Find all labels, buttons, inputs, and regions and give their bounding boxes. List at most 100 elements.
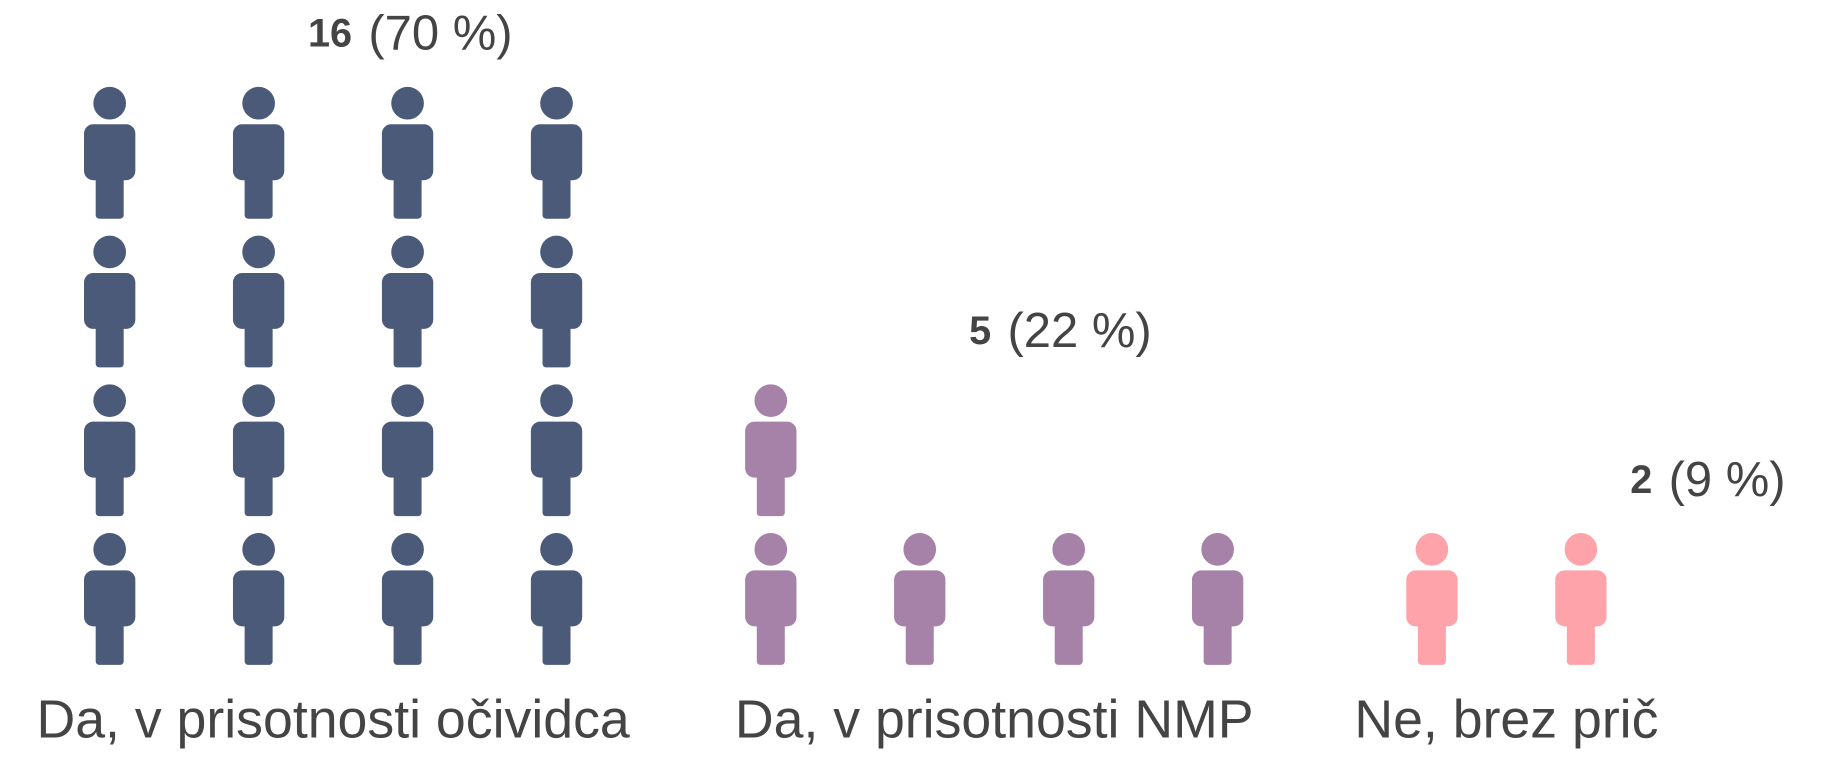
icon-body [232,421,285,478]
icon-head [754,533,788,566]
icon-legs [393,317,422,368]
icon-legs [393,168,422,219]
icon-group [1406,533,1607,665]
person-icon [1406,533,1458,665]
icon-legs [1417,614,1446,665]
person-icon [530,86,583,219]
icon-body [381,272,434,329]
icon-legs [393,465,422,517]
icon-body [232,124,285,181]
person-icon [894,533,946,665]
icon-body [381,421,434,478]
icon-head [754,384,788,417]
category-label: Da, v prisotnosti očividca [36,689,629,749]
icon-legs [95,465,124,517]
icon-legs [542,317,571,368]
icon-legs [542,465,571,517]
icon-body [381,570,434,627]
icon-legs [244,465,273,517]
icon-legs [1054,614,1083,665]
value-label: 16 (70 %) [308,7,513,61]
icon-head [903,533,937,566]
person-icon [84,533,136,665]
person-icon [232,384,285,517]
category-label: Ne, brez prič [1354,689,1658,749]
icon-head [242,86,275,120]
icon-legs [244,614,273,665]
icon-body [1043,570,1095,627]
icon-legs [1203,614,1232,665]
person-icon [745,384,797,517]
icon-head [1052,533,1086,566]
icon-legs [542,168,571,219]
icon-legs [393,614,422,665]
icon-head [93,533,127,566]
icon-body [530,124,583,181]
icon-legs [95,168,124,219]
value-count: 5 [969,310,991,354]
icon-head [391,235,424,269]
value-label: 2 (9 %) [1630,453,1785,507]
person-icon [381,533,434,665]
icon-head [540,86,573,120]
icon-legs [756,465,785,517]
icon-legs [1566,614,1595,665]
icon-head [93,86,127,120]
person-icon [84,235,136,368]
icon-legs [542,614,571,665]
icon-body [381,124,434,181]
person-icon [530,533,583,665]
person-icon [530,384,583,517]
icon-head [1201,533,1234,566]
category-label: Da, v prisotnosti NMP [735,689,1254,749]
icon-head [242,384,275,417]
value-label: 5 (22 %) [969,304,1152,358]
icon-body [84,272,136,329]
value-count: 2 [1630,458,1652,502]
icon-body [745,570,797,627]
icon-body [232,570,285,627]
icon-body [530,272,583,329]
icon-legs [756,614,785,665]
person-icon [1191,533,1244,665]
icon-body [745,421,797,478]
icon-body [530,570,583,627]
person-icon [1043,533,1095,665]
person-icon [530,235,583,368]
icon-group [84,86,583,665]
icon-head [93,235,127,269]
icon-body [84,570,136,627]
icon-body [1406,570,1458,627]
icon-head [391,533,424,566]
icon-legs [244,317,273,368]
person-icon [381,86,434,219]
value-count: 16 [308,12,352,56]
person-icon [84,86,136,219]
person-icon [745,533,797,665]
icon-body [84,421,136,478]
person-icon [381,235,434,368]
icon-body [1191,570,1244,627]
icon-legs [95,317,124,368]
icon-legs [95,614,124,665]
icon-head [93,384,127,417]
person-icon [232,235,285,368]
icon-body [232,272,285,329]
person-icon [232,533,285,665]
icon-body [1555,570,1607,627]
value-percent: (22 %) [1007,304,1151,358]
icon-head [391,86,424,120]
icon-head [1564,533,1598,566]
icon-head [391,384,424,417]
icon-head [242,533,275,566]
person-icon [381,384,434,517]
value-percent: (70 %) [368,7,512,61]
person-icon [84,384,136,517]
icon-legs [244,168,273,219]
icon-body [894,570,946,627]
person-icon [232,86,285,219]
icon-head [540,235,573,269]
value-percent: (9 %) [1669,453,1786,507]
